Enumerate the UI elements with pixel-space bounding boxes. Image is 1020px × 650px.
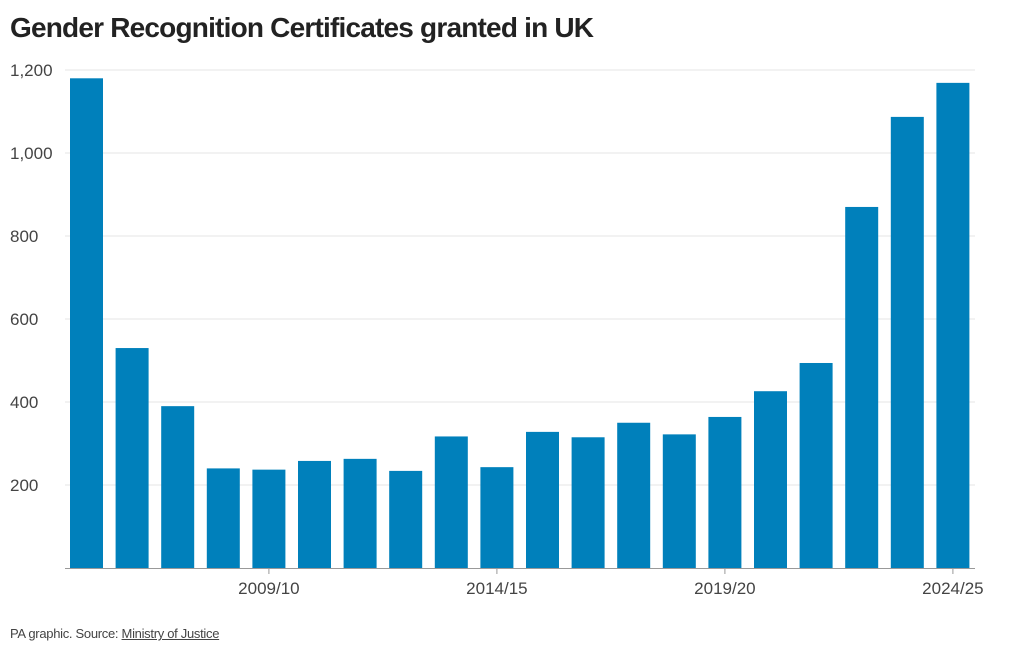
bar — [480, 467, 514, 568]
footer-credit: PA graphic. Source: Ministry of Justice — [10, 626, 219, 641]
bar — [890, 116, 924, 569]
y-axis-ticks: 200 400 600 800 1,000 1,200 — [10, 61, 53, 495]
bar — [252, 469, 286, 568]
y-tick-label: 800 — [10, 227, 38, 246]
y-tick-label: 1,200 — [10, 61, 53, 80]
y-tick-label: 1,000 — [10, 144, 53, 163]
bar — [206, 468, 240, 568]
x-tick-label: 2014/15 — [466, 579, 527, 598]
bar — [70, 78, 103, 569]
bar — [571, 437, 605, 568]
chart-title: Gender Recognition Certificates granted … — [10, 12, 594, 43]
bar — [799, 362, 833, 568]
gridlines — [65, 69, 975, 486]
bar — [343, 458, 377, 568]
footer-prefix: PA graphic. Source: — [10, 626, 122, 641]
bar — [708, 416, 742, 568]
bar — [161, 406, 195, 568]
bars — [70, 78, 970, 569]
source-link[interactable]: Ministry of Justice — [121, 626, 220, 641]
bar — [754, 391, 787, 568]
y-tick-label: 200 — [10, 476, 38, 495]
bar — [845, 206, 879, 568]
bar — [434, 436, 468, 568]
bar — [936, 82, 970, 569]
x-axis-ticks: 2009/10 2014/15 2019/20 2024/25 — [238, 568, 984, 598]
x-tick-label: 2024/25 — [922, 579, 983, 598]
x-tick-label: 2019/20 — [694, 579, 755, 598]
x-tick-label: 2009/10 — [238, 579, 299, 598]
bar — [115, 348, 149, 568]
y-tick-label: 600 — [10, 310, 38, 329]
bar — [617, 422, 651, 568]
bar — [662, 434, 696, 568]
bar — [298, 460, 331, 568]
y-tick-label: 400 — [10, 393, 38, 412]
bar — [526, 431, 559, 568]
bar — [389, 470, 423, 568]
